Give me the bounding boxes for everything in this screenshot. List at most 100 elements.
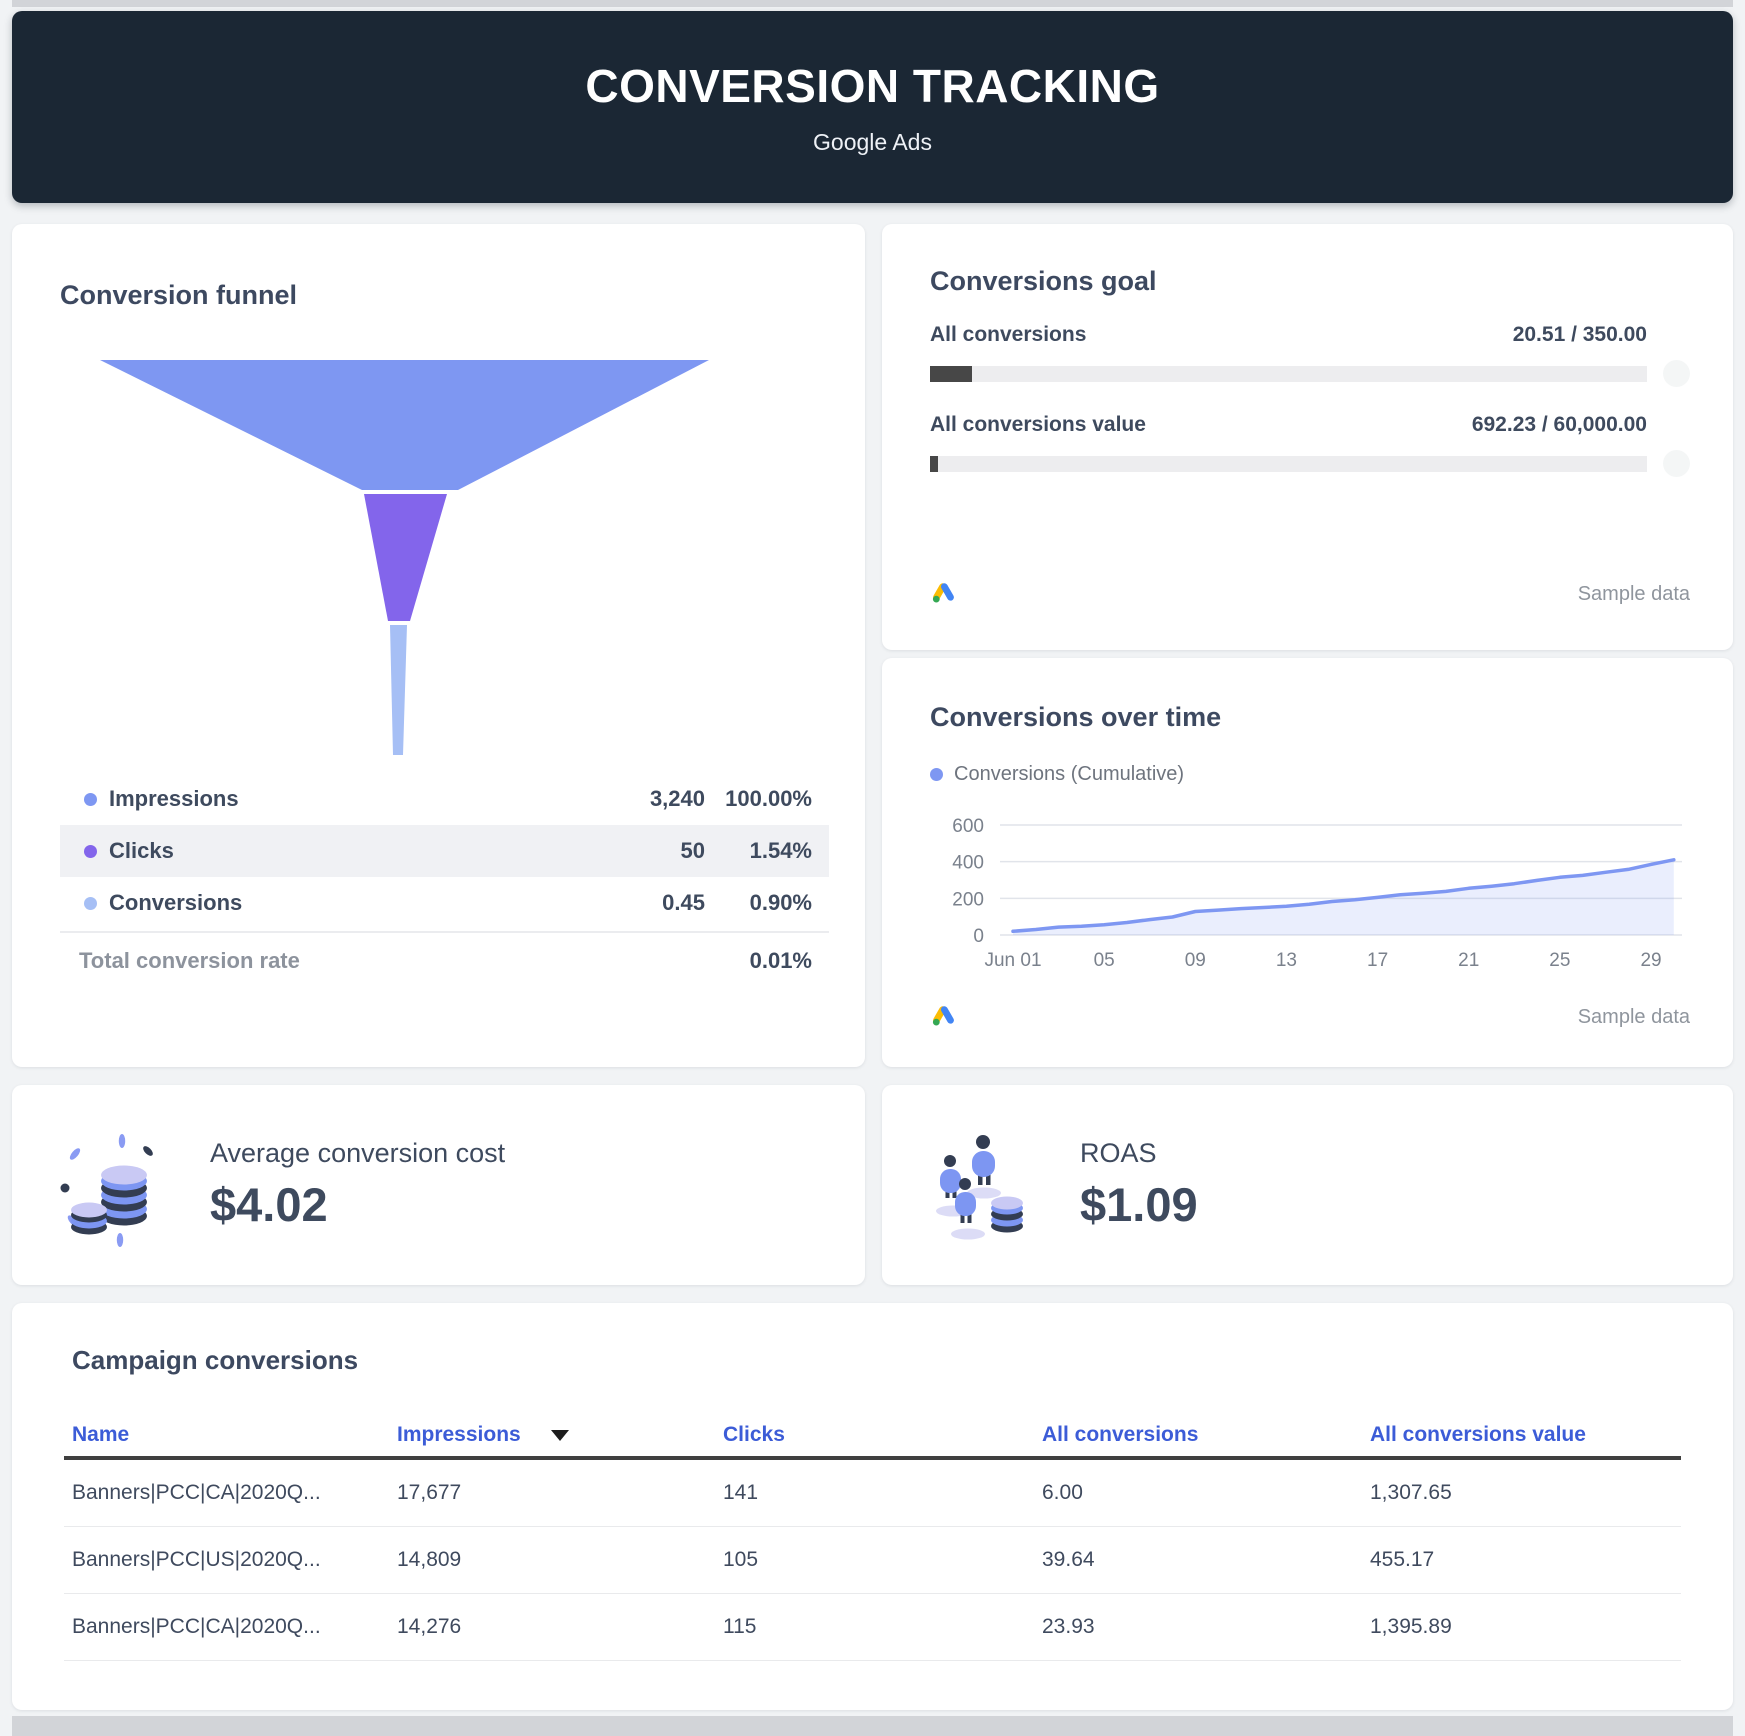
person-back-left (940, 1155, 961, 1198)
goal-card-title: Conversions goal (930, 266, 1157, 296)
table-cell: 6.00 (1042, 1481, 1083, 1504)
campaign-name-cell: Banners|PCC|CA|2020Q... (72, 1481, 321, 1504)
metric-value: $1.09 (1080, 1178, 1198, 1231)
legend-label: Impressions (109, 786, 239, 811)
svg-text:21: 21 (1458, 950, 1479, 971)
svg-text:Jun 01: Jun 01 (984, 950, 1041, 971)
coin-stack-short (71, 1202, 107, 1235)
funnel-legend: Impressions 3,240 100.00% Clicks 50 1.54… (60, 773, 829, 989)
table-row: Banners|PCC|CA|2020Q... 17,677 141 6.00 1,30… (64, 1460, 1681, 1527)
funnel-segment-conversions (390, 625, 407, 755)
table-cell: 14,809 (397, 1548, 462, 1571)
legend-row-impressions: Impressions 3,240 100.00% (60, 773, 829, 825)
sample-data-label: Sample data (1577, 583, 1690, 605)
conversions-over-time-chart: 0 200 400 600 Jun 01 05 09 13 17 21 25 29 (952, 816, 1682, 971)
table-cell: 115 (723, 1615, 757, 1638)
total-conversion-rate-value: 0.01% (749, 948, 812, 973)
page-bottom-strip (12, 1716, 1733, 1736)
roas-card: ROAS $1.09 (882, 1085, 1733, 1285)
legend-percent: 0.90% (749, 890, 812, 915)
table-cell: 39.64 (1042, 1548, 1095, 1571)
table-header-row: Name Impressions Clicks All conversions … (64, 1414, 1681, 1456)
column-header-clicks[interactable]: Clicks (723, 1423, 785, 1446)
svg-text:200: 200 (952, 889, 984, 910)
google-ads-icon (932, 1006, 954, 1026)
clicks-dot-icon (84, 844, 97, 858)
svg-text:29: 29 (1640, 950, 1661, 971)
metric-value: $4.02 (210, 1178, 328, 1231)
column-header-all-conversions[interactable]: All conversions (1042, 1423, 1199, 1446)
svg-text:09: 09 (1185, 950, 1206, 971)
svg-text:05: 05 (1094, 950, 1115, 971)
time-card-title: Conversions over time (930, 702, 1222, 732)
metric-label: Average conversion cost (210, 1138, 506, 1168)
series-label: Conversions (Cumulative) (954, 763, 1185, 785)
table-cell: 23.93 (1042, 1615, 1095, 1638)
legend-value: 50 (680, 838, 705, 863)
goal-progress-fill (930, 365, 973, 382)
time-chart-legend: Conversions (Cumulative) (930, 763, 1690, 786)
funnel-segment-clicks (364, 494, 447, 621)
report-page: CONVERSION TRACKING Google Ads Conversio… (12, 11, 1733, 1710)
goal-endcap-circle (1663, 450, 1690, 477)
goal-value: 20.51 / 350.00 (1512, 323, 1647, 346)
metric-label: ROAS (1080, 1138, 1157, 1168)
conversions-over-time-card: Conversions over time Conversions (Cumul… (882, 658, 1733, 1067)
svg-text:600: 600 (952, 816, 984, 837)
conversions-goal-card: Conversions goal All conversions 20.51 /… (882, 224, 1733, 650)
coins-icon (60, 1134, 153, 1247)
table-cell: 105 (723, 1548, 759, 1571)
legend-label: Clicks (109, 838, 174, 863)
report-subtitle: Google Ads (813, 128, 932, 155)
table-cell: 455.17 (1370, 1548, 1435, 1571)
table-row: Banners|PCC|US|2020Q... 14,809 105 39.64 455… (64, 1527, 1681, 1594)
svg-text:0: 0 (973, 926, 984, 947)
goal-progress-fill (930, 455, 939, 472)
svg-text:17: 17 (1367, 950, 1388, 971)
column-header-name[interactable]: Name (72, 1423, 130, 1446)
sample-data-label: Sample data (1577, 1006, 1690, 1028)
goal-endcap-circle (1663, 360, 1690, 387)
table-cell: 1,395.89 (1370, 1615, 1452, 1638)
series-dot-icon (930, 768, 943, 781)
coin-stack-tall (101, 1165, 147, 1226)
funnel-chart (100, 360, 709, 755)
goal-progress-track (930, 455, 1647, 472)
legend-row-conversions: Conversions 0.45 0.90% (60, 877, 829, 929)
average-conversion-cost-card: Average conversion cost $4.02 (12, 1085, 865, 1285)
report-title: CONVERSION TRACKING (585, 59, 1160, 112)
goal-label: All conversions (930, 323, 1087, 346)
coin-stack (991, 1196, 1023, 1233)
svg-text:400: 400 (952, 853, 984, 874)
page-top-strip (12, 0, 1733, 7)
person-back-right (972, 1135, 995, 1185)
legend-value: 0.45 (662, 890, 705, 915)
table-title: Campaign conversions (72, 1345, 359, 1375)
column-header-all-conversions-value[interactable]: All conversions value (1370, 1423, 1586, 1446)
goal-label: All conversions value (930, 413, 1146, 436)
legend-percent: 100.00% (725, 786, 812, 811)
total-conversion-rate-row: Total conversion rate 0.01% (60, 931, 829, 989)
svg-text:13: 13 (1276, 950, 1297, 971)
goal-row-all-conversions: All conversions 20.51 / 350.00 (930, 323, 1690, 387)
column-header-impressions[interactable]: Impressions (397, 1423, 723, 1447)
campaign-name-cell: Banners|PCC|US|2020Q... (72, 1548, 321, 1571)
table-cell: 141 (723, 1481, 759, 1504)
conversion-funnel-card: Conversion funnel Impressions 3,240 100.… (12, 224, 865, 1067)
campaign-conversions-card: Campaign conversions Name Impressions Cl… (12, 1303, 1733, 1710)
table-cell: 1,307.65 (1370, 1481, 1452, 1504)
goal-value: 692.23 / 60,000.00 (1471, 413, 1647, 436)
legend-row-clicks: Clicks 50 1.54% (60, 825, 829, 877)
legend-percent: 1.54% (749, 838, 812, 863)
svg-text:25: 25 (1549, 950, 1570, 971)
table-cell: 14,276 (397, 1615, 462, 1638)
report-header: CONVERSION TRACKING Google Ads (12, 11, 1733, 203)
table-body: Banners|PCC|CA|2020Q... 17,677 141 6.00 1,30… (64, 1460, 1681, 1661)
goal-row-all-conversions-value: All conversions value 692.23 / 60,000.00 (930, 413, 1690, 477)
legend-label: Conversions (109, 890, 243, 915)
funnel-card-title: Conversion funnel (60, 280, 298, 310)
people-coins-icon (936, 1135, 1023, 1240)
google-ads-icon (932, 583, 954, 603)
funnel-segment-impressions (100, 360, 709, 490)
sort-desc-icon[interactable] (550, 1429, 569, 1441)
